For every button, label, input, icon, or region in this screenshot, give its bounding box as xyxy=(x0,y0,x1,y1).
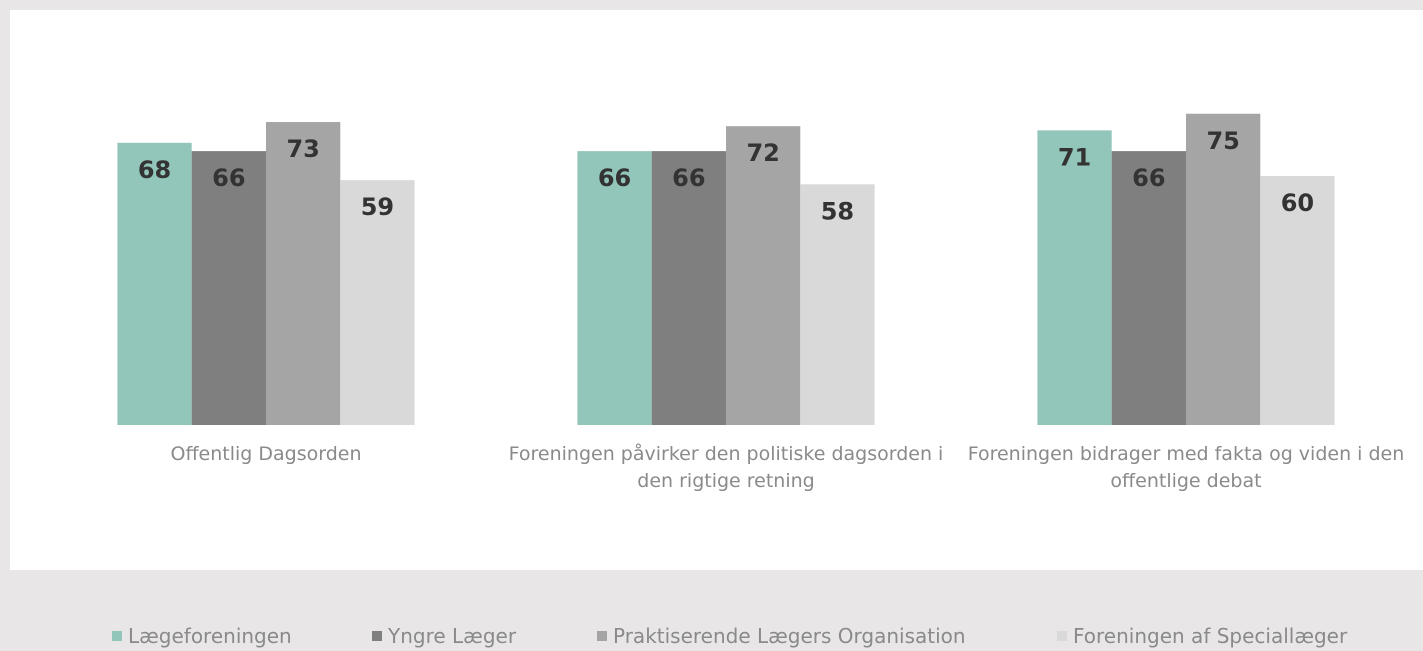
data-label: 58 xyxy=(821,197,854,225)
data-label: 72 xyxy=(746,139,779,167)
legend-swatch xyxy=(112,631,122,641)
legend-label: Lægeforeningen xyxy=(128,624,292,648)
bar xyxy=(1037,130,1112,425)
data-label: 66 xyxy=(1132,164,1165,192)
data-label: 66 xyxy=(672,164,705,192)
legend-item: Yngre Læger xyxy=(372,624,516,648)
legend-item: Lægeforeningen xyxy=(112,624,292,648)
data-label: 68 xyxy=(138,156,171,184)
data-label: 66 xyxy=(598,164,631,192)
data-label: 60 xyxy=(1281,189,1314,217)
data-label: 66 xyxy=(212,164,245,192)
x-tick-label: Foreningen påvirker den politiske dagsor… xyxy=(508,443,944,492)
x-tick-label: Foreningen bidrager med fakta og viden i… xyxy=(967,443,1405,492)
legend-item: Foreningen af Speciallæger xyxy=(1057,624,1347,648)
x-tick-label: Offentlig Dagsorden xyxy=(170,443,362,465)
bar xyxy=(117,142,192,426)
bar xyxy=(1111,151,1186,425)
legend-swatch xyxy=(597,631,607,641)
bar xyxy=(1260,176,1335,425)
bar xyxy=(191,151,266,425)
bar xyxy=(800,184,875,425)
legend-label: Praktiserende Lægers Organisation xyxy=(613,624,966,648)
legend-swatch xyxy=(372,631,382,641)
data-label: 59 xyxy=(361,193,394,221)
bar xyxy=(726,126,801,425)
legend-item: Praktiserende Lægers Organisation xyxy=(597,624,966,648)
legend-swatch xyxy=(1057,631,1067,641)
data-label: 75 xyxy=(1206,127,1239,155)
bar xyxy=(266,122,341,426)
bar xyxy=(1186,113,1261,425)
bar xyxy=(340,180,415,425)
legend-label: Foreningen af Speciallæger xyxy=(1073,624,1348,648)
data-label: 71 xyxy=(1058,143,1091,171)
legend-label: Yngre Læger xyxy=(388,624,517,648)
bar xyxy=(577,151,652,425)
data-label: 73 xyxy=(286,135,319,163)
bar xyxy=(651,151,726,425)
